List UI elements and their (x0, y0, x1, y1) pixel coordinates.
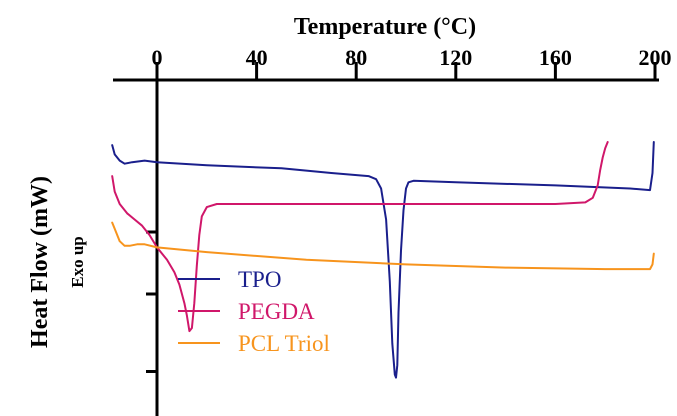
axes (113, 78, 659, 416)
x-tick-label: 120 (439, 45, 472, 70)
x-tick-label: 80 (345, 45, 367, 70)
series-line-tpo (111, 141, 655, 379)
x-tick-label: 160 (539, 45, 572, 70)
x-ticks: 0 40 80 120 160 200 (152, 45, 672, 80)
series-line-pegda (111, 141, 609, 333)
x-axis-title: Temperature (°C) (294, 14, 476, 40)
series-layer (111, 141, 655, 379)
x-tick-label: 200 (639, 45, 672, 70)
y-ticks (146, 230, 157, 373)
legend-label: PCL Triol (238, 331, 330, 356)
series-line-pcl-triol (111, 221, 655, 271)
y-axis-subtitle: Exo up (68, 236, 87, 288)
legend-label: TPO (238, 267, 281, 292)
legend: TPO PEGDA PCL Triol (178, 267, 330, 356)
x-tick-label: 40 (246, 45, 268, 70)
legend-label: PEGDA (238, 299, 315, 324)
y-axis-title: Heat Flow (mW) (27, 176, 53, 348)
x-tick-label: 0 (152, 45, 163, 70)
